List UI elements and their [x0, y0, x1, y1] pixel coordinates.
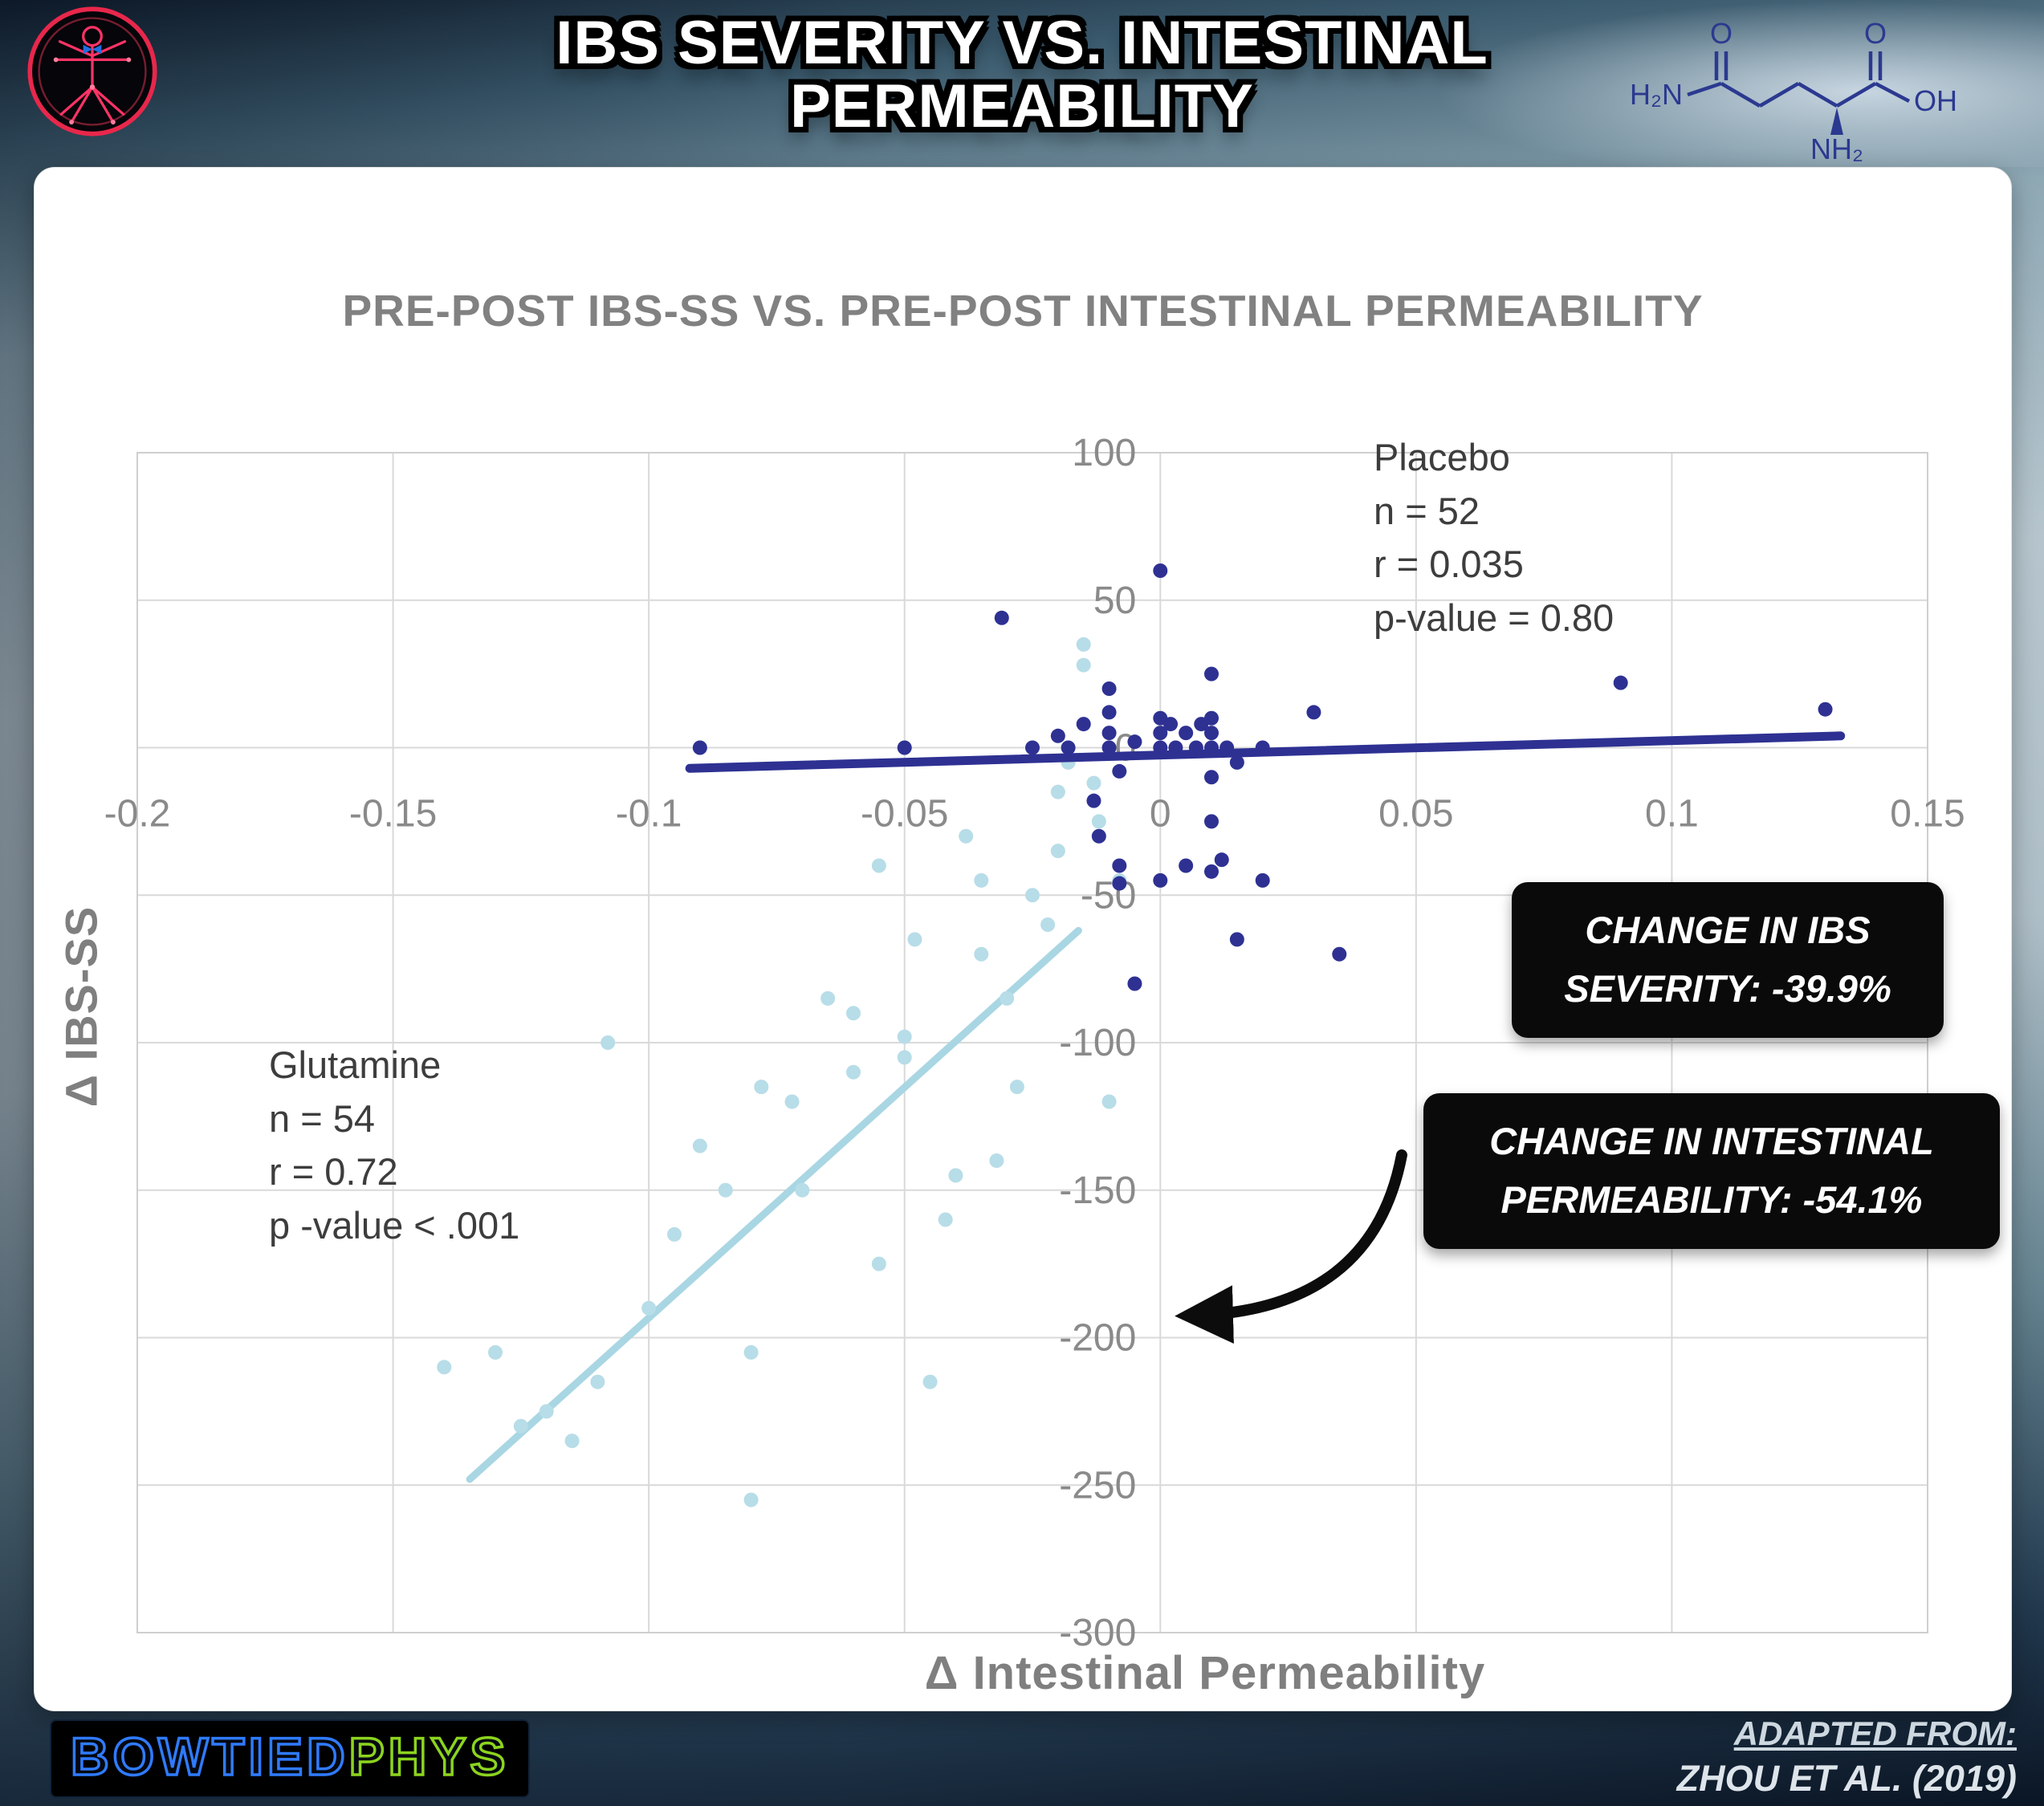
- placebo-n: n = 52: [1374, 489, 1480, 532]
- attribution-source-label: ADAPTED FROM:: [1733, 1714, 2017, 1752]
- callout-permeability: CHANGE IN INTESTINAL PERMEABILITY: -54.1…: [1423, 1093, 2000, 1249]
- placebo-label: Placebo: [1374, 436, 1510, 478]
- molecule-label-o-left: O: [1710, 17, 1733, 50]
- callout-ibs-line1: CHANGE IN IBS: [1585, 909, 1871, 951]
- placebo-r: r = 0.035: [1374, 543, 1524, 586]
- y-axis-title: Δ IBS-SS: [55, 905, 107, 1108]
- svg-text:0.15: 0.15: [1890, 793, 1965, 836]
- svg-text:-250: -250: [1059, 1464, 1136, 1507]
- placebo-stats: Placebo n = 52 r = 0.035 p-value = 0.80: [1374, 431, 1614, 645]
- callout-perm-line2: PERMEABILITY: -54.1%: [1500, 1178, 1923, 1221]
- molecule-label-nh2: NH₂: [1810, 132, 1863, 162]
- stereo-wedge: [1830, 108, 1843, 135]
- svg-text:-150: -150: [1059, 1169, 1136, 1212]
- svg-text:0: 0: [1150, 793, 1171, 836]
- molecule-label-h2n: H₂N: [1630, 78, 1683, 111]
- glutamine-molecule-icon: H₂N O O OH NH₂: [1630, 17, 1957, 162]
- placebo-p: p-value = 0.80: [1374, 596, 1614, 640]
- svg-text:-50: -50: [1081, 874, 1136, 917]
- page-title-line2: PERMEABILITY: [790, 72, 1254, 141]
- brand-part-phys: PHYS: [348, 1725, 510, 1788]
- svg-text:-0.1: -0.1: [616, 793, 682, 836]
- glutamine-label: Glutamine: [269, 1043, 442, 1086]
- glutamine-stats: Glutamine n = 54 r = 0.72 p -value < .00…: [269, 1039, 519, 1253]
- callout-perm-line1: CHANGE IN INTESTINAL: [1489, 1120, 1934, 1162]
- svg-text:0.1: 0.1: [1645, 793, 1699, 836]
- chart-title: PRE-POST IBS-SS VS. PRE-POST INTESTINAL …: [342, 286, 1704, 336]
- molecule-label-oh: OH: [1914, 84, 1957, 117]
- attribution: ADAPTED FROM: ZHOU ET AL. (2019): [1677, 1714, 2017, 1800]
- bowtiedphys-logo: BOWTIEDPHYS: [50, 1719, 531, 1798]
- callout-ibs-severity: CHANGE IN IBS SEVERITY: -39.9%: [1512, 882, 1944, 1038]
- brand-part-bowtied: BOWTIED: [69, 1725, 349, 1788]
- svg-text:-200: -200: [1059, 1317, 1136, 1360]
- svg-text:100: 100: [1072, 432, 1136, 474]
- bowtie-icon: [83, 44, 102, 55]
- svg-text:-0.05: -0.05: [861, 793, 948, 836]
- molecule-label-o-right: O: [1864, 17, 1887, 50]
- callout-ibs-line2: SEVERITY: -39.9%: [1564, 966, 1891, 1010]
- svg-text:-0.15: -0.15: [349, 793, 437, 836]
- chart-card: PRE-POST IBS-SS VS. PRE-POST INTESTINAL …: [34, 167, 2012, 1711]
- page-title: IBS SEVERITY VS. INTESTINAL PERMEABILITY: [556, 11, 1488, 138]
- svg-text:-100: -100: [1059, 1022, 1136, 1064]
- svg-text:50: 50: [1093, 580, 1136, 622]
- header: IBS SEVERITY VS. INTESTINAL PERMEABILITY…: [0, 0, 2044, 167]
- svg-text:-300: -300: [1059, 1612, 1136, 1654]
- svg-text:0.05: 0.05: [1378, 793, 1453, 836]
- glutamine-p: p -value < .001: [269, 1204, 520, 1247]
- page-title-line1: IBS SEVERITY VS. INTESTINAL: [556, 9, 1488, 77]
- scatter-plot: -0.2 -0.15 -0.1 -0.05 0 0.05 0.1 0.15100500-50-…: [104, 432, 1965, 1654]
- glutamine-n: n = 54: [269, 1096, 375, 1140]
- anatomy-logo-icon: [27, 6, 157, 136]
- glutamine-r: r = 0.72: [269, 1150, 398, 1194]
- svg-text:-0.2: -0.2: [104, 793, 171, 836]
- x-axis-title: Δ Intestinal Permeability: [924, 1647, 1486, 1699]
- attribution-citation: ZHOU ET AL. (2019): [1676, 1758, 2017, 1799]
